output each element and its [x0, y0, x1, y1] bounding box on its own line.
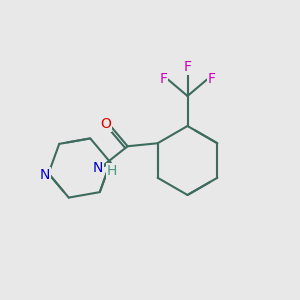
Text: O: O: [100, 117, 111, 131]
Text: H: H: [106, 164, 117, 178]
Text: F: F: [208, 73, 215, 86]
Text: F: F: [184, 60, 191, 74]
Text: N: N: [40, 168, 50, 182]
Text: N: N: [92, 161, 103, 175]
Text: F: F: [160, 73, 167, 86]
